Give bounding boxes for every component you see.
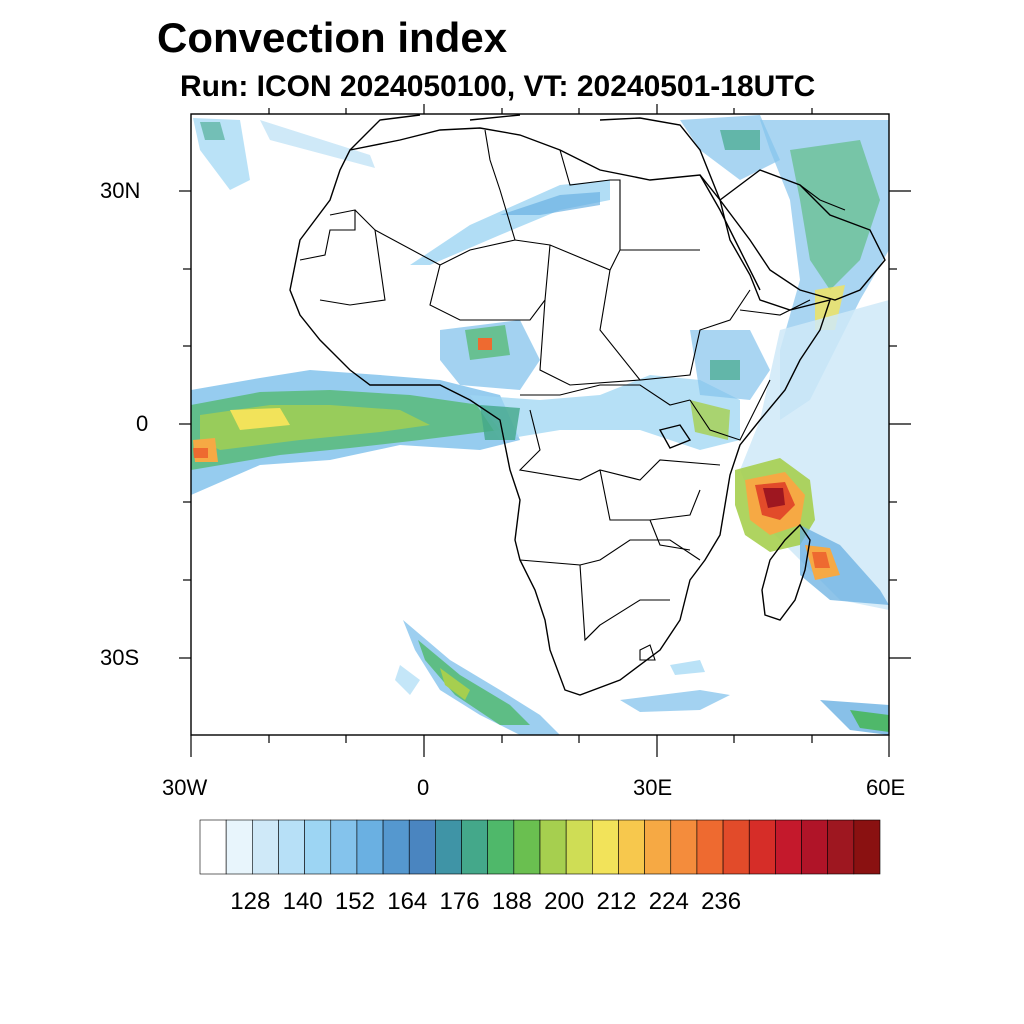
colorbar-box <box>252 819 279 875</box>
map-subtitle: Run: ICON 2024050100, VT: 20240501-18UTC <box>180 70 816 103</box>
colorbar-box <box>461 819 488 875</box>
colorbar-box <box>382 819 410 875</box>
lat-label-30n: 30N <box>100 178 141 203</box>
lon-label-0: 0 <box>417 775 430 800</box>
colorbar-box <box>748 819 776 875</box>
colorbar-box <box>539 819 567 875</box>
colorbar-box <box>304 819 332 875</box>
lon-label-30e: 30E <box>633 775 673 800</box>
colorbar-box <box>487 819 515 875</box>
colorbar-box <box>670 819 698 875</box>
colorbar-label: 152 <box>334 888 375 915</box>
colorbar-box <box>775 819 802 875</box>
colorbar-box <box>801 819 828 875</box>
convection-field <box>191 115 889 735</box>
colorbar-label: 200 <box>544 888 585 915</box>
map-title: Convection index <box>157 14 508 61</box>
lon-label-30w: 30W <box>162 775 208 800</box>
colorbar-label: 212 <box>596 888 637 915</box>
colorbar-box <box>330 819 358 875</box>
colorbar-box <box>225 819 253 875</box>
colorbar-label: 128 <box>230 888 271 915</box>
axis-ticks <box>179 104 911 757</box>
coastlines <box>289 114 886 696</box>
colorbar-label: 224 <box>648 888 689 915</box>
colorbar-box <box>199 819 227 875</box>
colorbar-box <box>356 819 384 875</box>
colorbar-label: 164 <box>387 888 428 915</box>
colorbar-box <box>435 819 462 875</box>
colorbar-box <box>853 819 881 875</box>
colorbar-box <box>408 819 436 875</box>
colorbar-box <box>618 819 645 875</box>
colorbar-box <box>722 819 750 875</box>
lat-label-0: 0 <box>136 411 149 436</box>
colorbar-box <box>278 819 305 875</box>
colorbar-box <box>592 819 619 875</box>
colorbar-label: 188 <box>491 888 532 915</box>
colorbar-box <box>827 819 855 875</box>
colorbar-label: 236 <box>701 888 742 915</box>
colorbar-label: 140 <box>282 888 323 915</box>
colorbar <box>199 819 881 875</box>
country-borders <box>299 129 846 661</box>
colorbar-label: 176 <box>439 888 480 915</box>
colorbar-box <box>565 819 593 875</box>
colorbar-box <box>644 819 672 875</box>
lat-label-30s: 30S <box>100 645 140 670</box>
colorbar-box <box>696 819 724 875</box>
colorbar-box <box>513 819 541 875</box>
lon-label-60e: 60E <box>866 775 906 800</box>
